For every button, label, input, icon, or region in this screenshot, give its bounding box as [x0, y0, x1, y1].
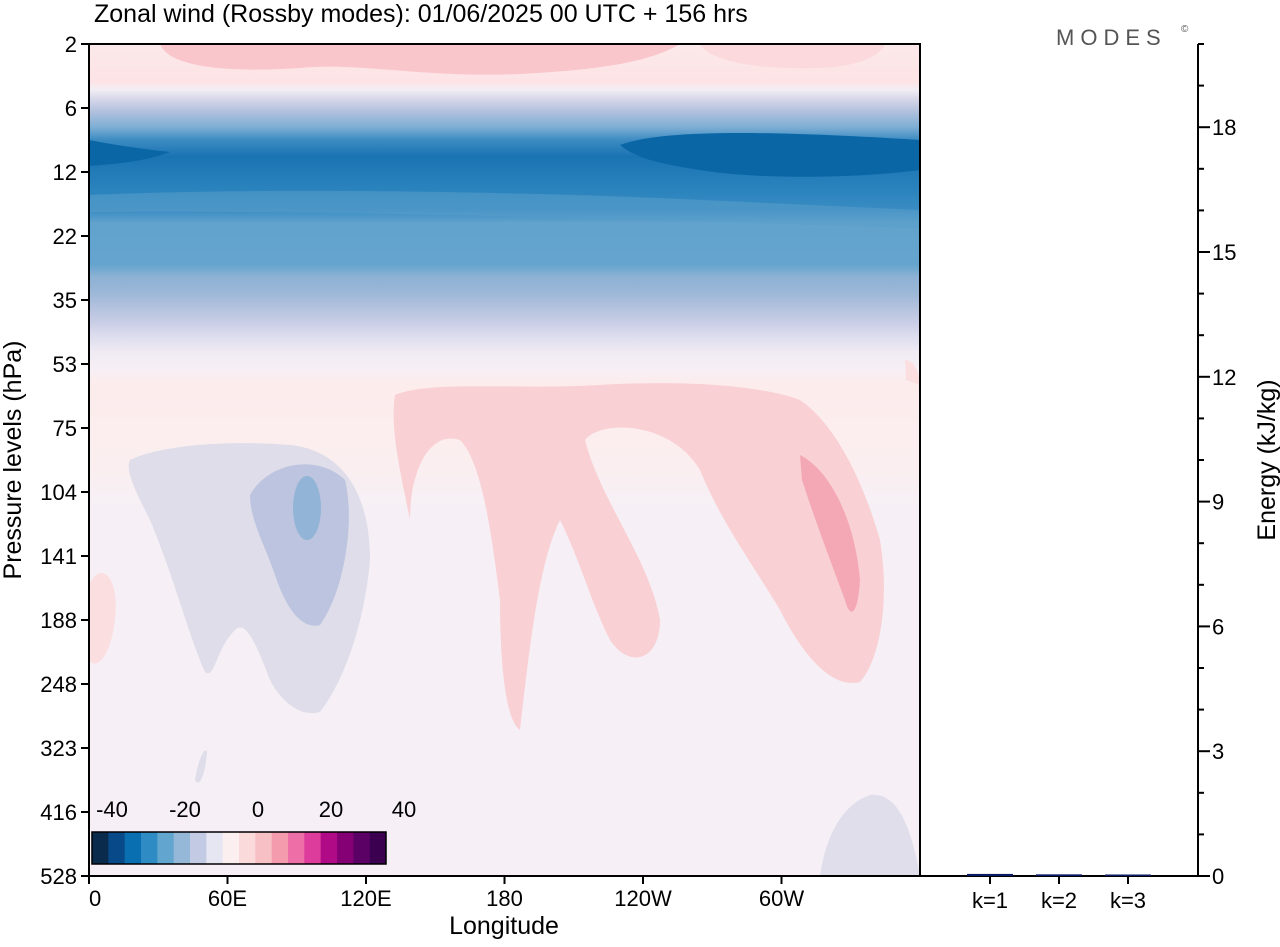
colorbar-swatch — [206, 832, 224, 864]
energy-axis: 0 3 6 9 12 15 18 — [920, 43, 1236, 889]
y-tick-label: 53 — [53, 352, 77, 377]
x-tick-label: 0 — [89, 886, 101, 911]
colorbar-tick-label: 0 — [252, 797, 264, 822]
y-tick-label: 323 — [40, 736, 77, 761]
colorbar-swatch — [320, 832, 338, 864]
energy-bar — [967, 873, 1013, 876]
pressure-axis: 2 6 12 22 35 53 75 104 141 188 248 323 416 528 — [40, 32, 89, 889]
energy-tick-label: 3 — [1212, 739, 1224, 764]
y-tick-label: 141 — [40, 544, 77, 569]
heatmap-field — [89, 44, 920, 876]
y-tick-label: 416 — [40, 800, 77, 825]
colorbar-tick-label: 20 — [319, 797, 343, 822]
x-tick-label: 180 — [486, 886, 523, 911]
x-tick-label: 120W — [614, 886, 672, 911]
colorbar — [91, 831, 387, 865]
colorbar-swatch — [108, 832, 126, 864]
y-tick-label: 188 — [40, 608, 77, 633]
energy-category-label: k=3 — [1110, 888, 1146, 913]
colorbar-swatch — [271, 832, 289, 864]
colorbar-swatch — [369, 832, 387, 864]
colorbar-tick-label: 40 — [392, 797, 416, 822]
colorbar-tick-label: -20 — [169, 797, 201, 822]
y-tick-label: 6 — [65, 96, 77, 121]
colorbar-swatch — [337, 832, 354, 864]
x-tick-label: 60W — [759, 886, 804, 911]
colorbar-frame — [91, 831, 387, 865]
y-tick-label: 2 — [65, 32, 77, 57]
energy-bar — [1036, 874, 1082, 876]
colorbar-swatch — [157, 832, 175, 864]
y-tick-label: 12 — [53, 160, 77, 185]
colorbar-swatch — [288, 832, 305, 864]
colorbar-swatch — [255, 832, 273, 864]
modes-logo-mark: © — [1181, 24, 1189, 35]
energy-tick-label: 15 — [1212, 240, 1236, 265]
chart-title: Zonal wind (Rossby modes): 01/06/2025 00… — [94, 0, 748, 28]
x-tick-label: 60E — [208, 886, 247, 911]
y-tick-label: 35 — [53, 288, 77, 313]
y-tick-label: 22 — [53, 224, 77, 249]
colorbar-swatch — [190, 832, 207, 864]
modes-logo: MODES — [1056, 25, 1167, 50]
colorbar-swatch — [304, 832, 322, 864]
y-axis-label: Pressure levels (hPa) — [0, 341, 27, 580]
colorbar-swatch — [222, 832, 240, 864]
x-tick-label: 120E — [340, 886, 391, 911]
energy-bar — [1105, 874, 1151, 876]
x-axis-label: Longitude — [449, 912, 559, 940]
energy-category-label: k=2 — [1041, 888, 1077, 913]
colorbar-swatch — [173, 832, 191, 864]
energy-tick-label: 0 — [1212, 864, 1224, 889]
energy-tick-label: 9 — [1212, 490, 1224, 515]
energy-tick-label: 6 — [1212, 614, 1224, 639]
y-tick-label: 528 — [40, 864, 77, 889]
colorbar-labels: -40 -20 0 20 40 — [96, 797, 416, 822]
energy-axis-label: Energy (kJ/kg) — [1253, 379, 1280, 540]
longitude-axis: 0 60E 120E 180 120W 60W — [88, 876, 804, 911]
colorbar-swatch — [353, 832, 371, 864]
colorbar-swatch — [141, 832, 158, 864]
colorbar-swatch — [239, 832, 256, 864]
y-tick-label: 75 — [53, 416, 77, 441]
colorbar-tick-label: -40 — [96, 797, 128, 822]
energy-tick-label: 18 — [1212, 115, 1236, 140]
energy-tick-label: 12 — [1212, 365, 1236, 390]
y-tick-label: 104 — [40, 480, 77, 505]
colorbar-swatch — [124, 832, 142, 864]
colorbar-swatch — [92, 832, 109, 864]
energy-category-label: k=1 — [972, 888, 1008, 913]
energy-bars: k=1 k=2 k=3 — [967, 873, 1151, 913]
y-tick-label: 248 — [40, 672, 77, 697]
